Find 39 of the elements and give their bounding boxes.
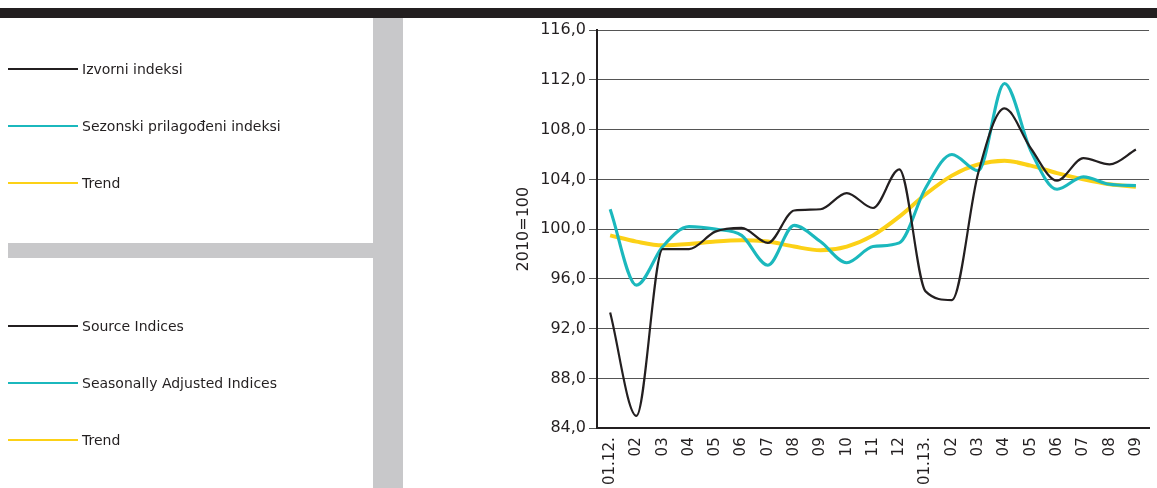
y-tick-label: 112,0 [540,68,586,88]
x-tick-label: 08 [1099,437,1118,457]
x-tick-label: 04 [678,437,697,457]
x-tick-label: 04 [994,437,1013,457]
x-tick-label: 06 [1046,437,1065,457]
source-note: Source Indices [82,318,184,334]
text: Trend [82,432,121,448]
x-tick-label: 02 [626,437,645,457]
line-series [608,81,1138,287]
x-tick-label: 05 [1020,437,1039,457]
legend-label: Sezonski prilagođeni indeksi [82,118,281,134]
legend-label: Izvorni indeksi [82,61,183,77]
x-tick-label: 03 [968,437,987,457]
y-tick-label: 84,0 [550,417,586,437]
y-tick-label: 88,0 [550,367,586,387]
x-tick-label: 09 [1125,437,1144,457]
x-tick-label: 03 [652,437,671,457]
x-tick-label: 07 [757,437,776,457]
x-tick-label: 02 [941,437,960,457]
x-tick-label: 08 [784,437,803,457]
y-tick-label: 100,0 [540,218,586,238]
line-series [609,107,1138,417]
x-tick-label: 07 [1073,437,1092,457]
text: Seasonally Adjusted Indices [82,375,278,391]
x-tick-label: 06 [731,437,750,457]
y-tick-label: 116,0 [540,19,586,39]
y-tick-label: 96,0 [550,268,586,288]
x-tick-label: 09 [810,437,829,457]
x-tick-label: 01.13. [915,437,934,486]
y-tick-label: 108,0 [540,118,586,138]
legend-label: Trend [82,175,121,191]
y-tick-label: 104,0 [540,168,586,188]
x-tick-label: 11 [862,437,881,457]
y-axis-title: 2010=100 [512,186,532,272]
x-tick-label: 05 [705,437,724,457]
x-tick-label: 01.12. [600,437,619,486]
y-tick-label: 92,0 [550,317,586,337]
x-tick-label: 10 [836,437,855,457]
x-tick-label: 12 [889,437,908,457]
